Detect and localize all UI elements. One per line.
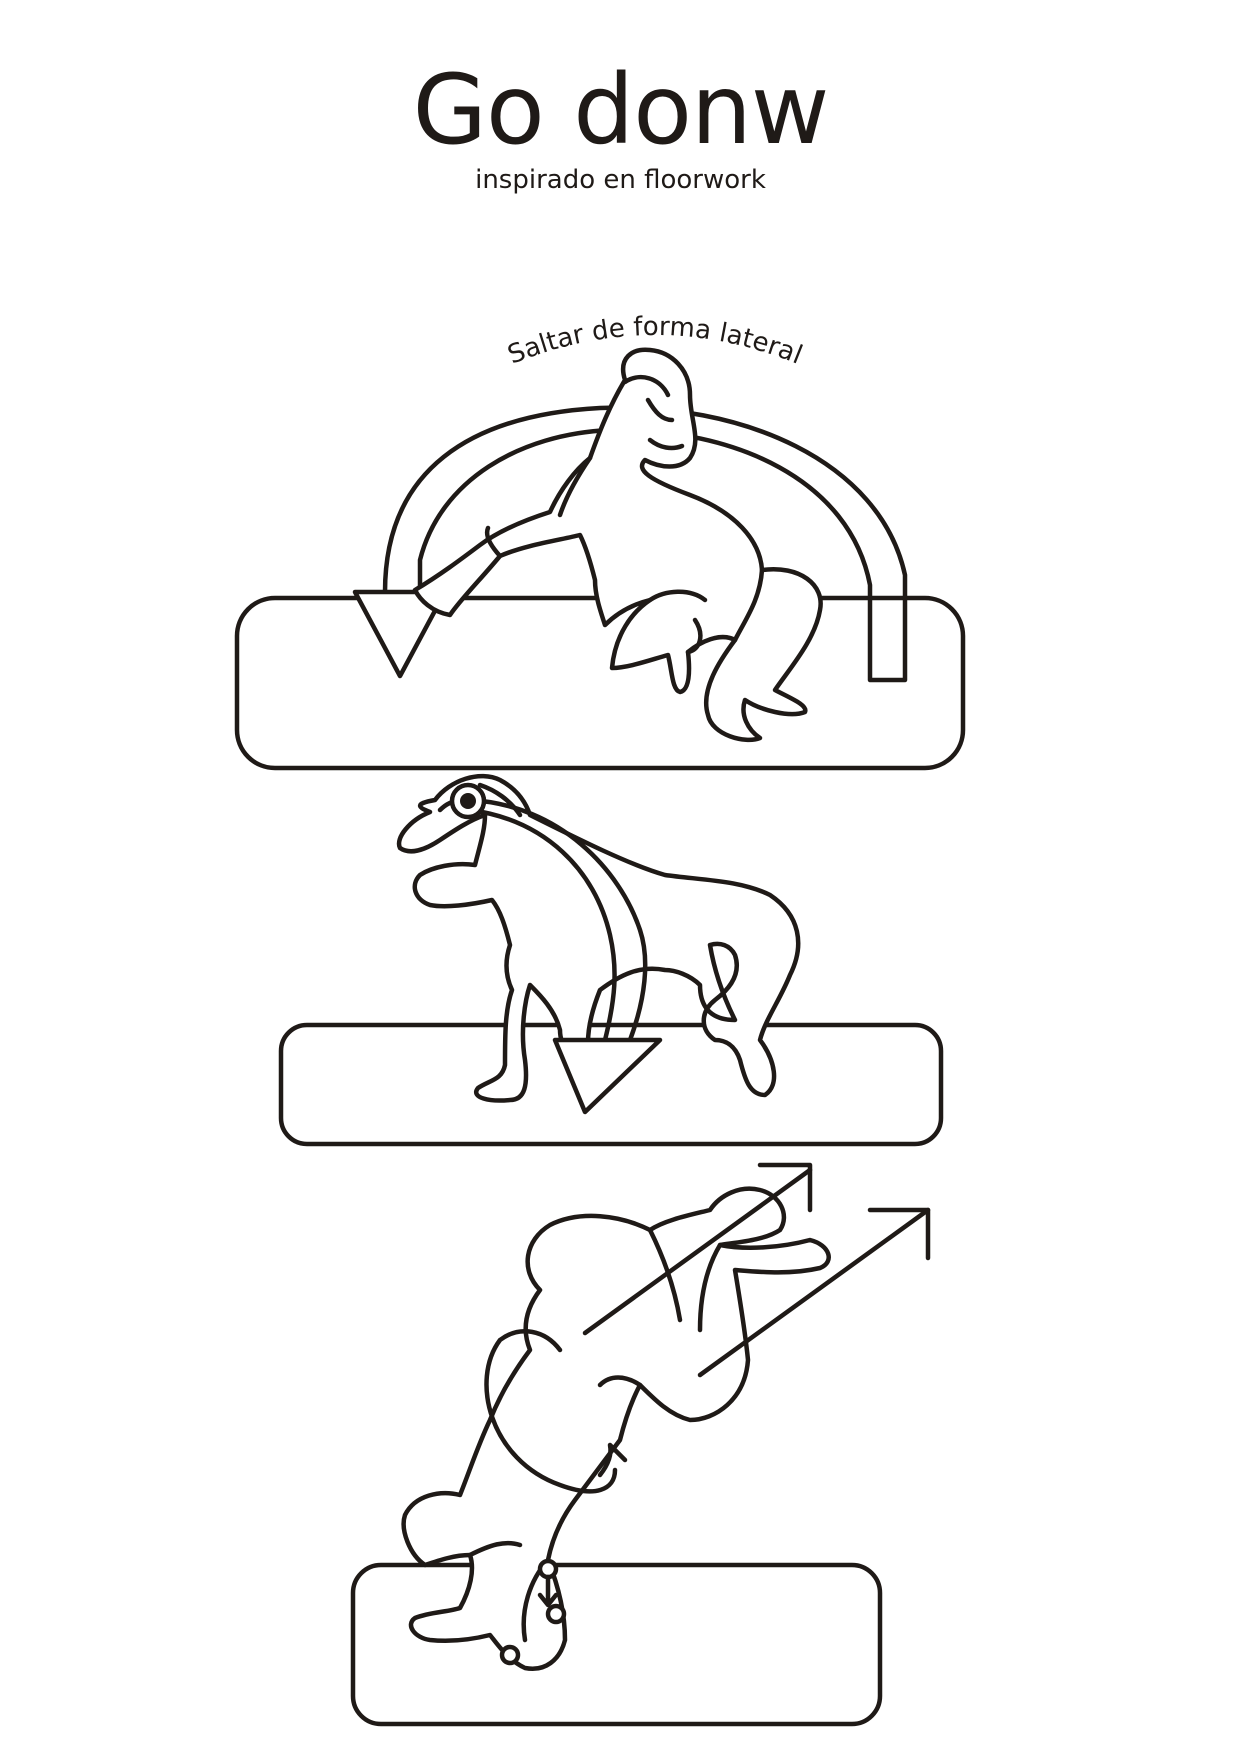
step-3-arrow-2-shaft <box>697 1207 931 1378</box>
step-3-arrow-2-head <box>867 1207 931 1261</box>
step-2-arrow-head <box>552 1037 663 1115</box>
step-1-arrow-head <box>352 589 448 679</box>
step-1-figure-face <box>622 374 685 451</box>
step-3-hand-marker-3 <box>499 1644 521 1666</box>
step-3-arrow-1-head <box>757 1162 813 1213</box>
step-2-group <box>278 773 944 1147</box>
page-title: Go donw <box>412 54 830 166</box>
step-1-arc-arrow <box>382 405 908 683</box>
step-3-rotation-arrow <box>597 1442 628 1478</box>
step-1-figure-arm <box>484 455 593 559</box>
step-3-floor-platform <box>350 1562 883 1727</box>
page-subtitle: inspirado en floorwork <box>475 165 766 195</box>
step-1-group: Saltar de forma lateral <box>234 312 966 771</box>
step-3-rotation-ring <box>484 1329 618 1494</box>
step-3-figure-body <box>401 1186 831 1672</box>
step-1-floor-platform <box>234 595 966 771</box>
step-1-figure-legs <box>647 567 765 655</box>
step-2-eye-dot <box>460 793 476 809</box>
step-3-arrow-1-shaft <box>582 1167 813 1336</box>
step-2-arc-arrow <box>467 797 648 1043</box>
step-3-hand-marker-2 <box>545 1603 567 1625</box>
step-2-figure-body <box>396 773 801 1103</box>
step-3-group <box>350 1162 931 1727</box>
step-3-hand-arrow <box>537 1574 559 1608</box>
step-3-hand-marker-1 <box>537 1558 559 1580</box>
